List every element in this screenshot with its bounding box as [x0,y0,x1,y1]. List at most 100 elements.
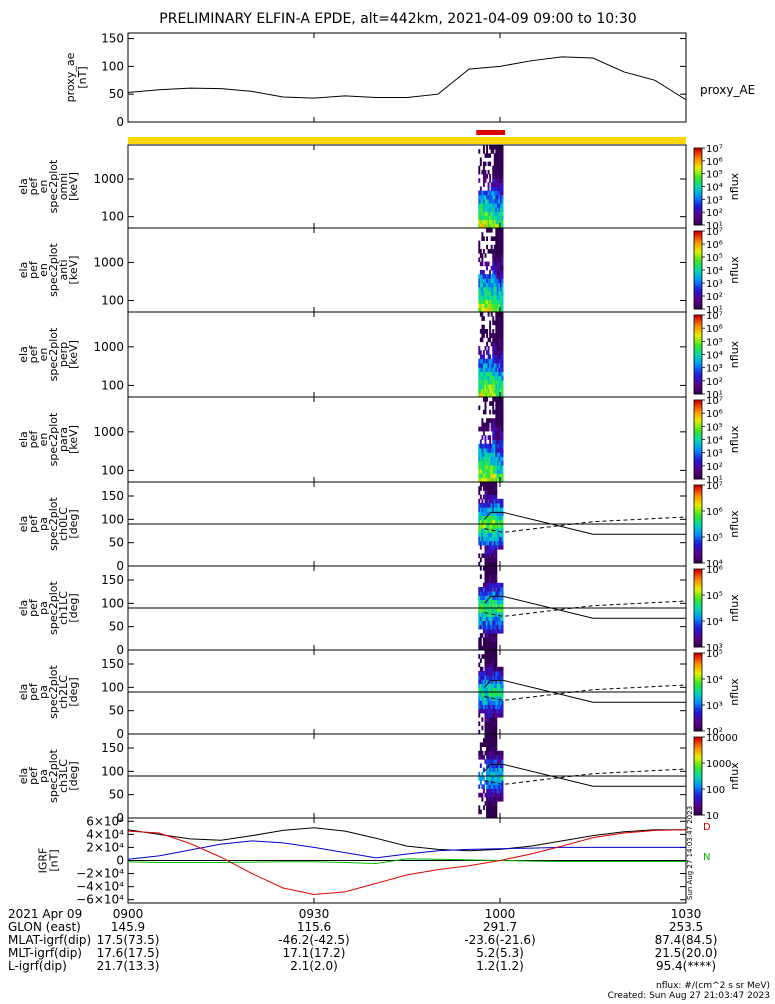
colorbar-swatch [694,690,702,693]
colorbar-swatch [694,347,702,350]
heatmap-cell [478,278,481,283]
colorbar-swatch [694,757,702,760]
heatmap-cell [489,738,492,743]
heatmap-cell [496,388,499,394]
colorbar-swatch [694,542,702,544]
heatmap-cell [495,435,498,440]
heatmap-cell [500,329,502,334]
heatmap-cell [492,603,495,609]
heatmap-cell [493,591,496,596]
heatmap-cell [489,587,492,592]
heatmap-cell [487,511,490,516]
heatmap-cell [479,612,482,617]
heatmap-cell [492,358,495,364]
heatmap-cell [482,145,485,150]
colorbar-swatch [694,694,702,697]
heatmap-cell [484,553,487,558]
heatmap-cell [479,219,482,225]
colorbar-swatch [694,719,702,722]
heatmap-cell [482,452,485,457]
heatmap-cell [501,759,504,764]
colorbar-swatch [694,537,702,539]
colorbar-swatch [694,160,702,163]
heatmap-cell [495,578,498,584]
colorbar-tick-label: 10⁵ [706,591,723,602]
colorbar-swatch [694,685,702,688]
heatmap-cell [490,637,493,642]
heatmap-cell [495,700,498,705]
heatmap-cell [495,350,498,355]
heatmap-cell [495,261,498,267]
heatmap-cell [487,566,490,571]
heatmap-cell [487,371,490,377]
colorbar-swatch [694,414,702,417]
state-bar-fill [128,137,686,144]
heatmap-cell [486,616,488,621]
heatmap-cell [496,392,499,398]
heatmap-cell [495,375,498,381]
colorbar-swatch [694,185,702,187]
colorbar-swatch [694,488,702,491]
heatmap-cell [495,515,498,521]
heatmap-cell [493,704,496,710]
heatmap-cell [478,624,481,630]
colorbar-swatch [694,631,702,634]
colorbar-swatch [694,787,702,790]
y-tick-label: 0 [116,811,124,825]
colorbar-swatch [694,419,702,422]
heatmap-cell [501,174,504,179]
heatmap-cell [486,456,488,462]
heatmap-cell [487,482,490,487]
heatmap-cell [493,486,496,491]
heatmap-cell [479,792,482,798]
colorbar-swatch [694,336,702,338]
heatmap-cell [501,278,504,283]
heatmap-cell [490,545,493,550]
heatmap-cell [479,776,482,781]
y-tick-label: 100 [101,596,124,610]
heatmap-cell [490,755,493,760]
heatmap-cell [496,307,499,313]
colorbar-swatch [694,306,702,309]
heatmap-cell [501,169,504,175]
colorbar-swatch [694,232,702,235]
heatmap-cell [490,312,493,317]
heatmap-cell [498,299,501,304]
x-tick-label: 1030 [671,907,702,921]
heatmap-cell [493,482,496,487]
heatmap-cell [498,392,501,398]
colorbar-swatch [694,796,702,799]
colorbar-swatch [694,359,702,362]
heatmap-cell [496,161,499,167]
ephemeris-row-label: L-igrf(dip) [8,959,67,973]
axis-label-line: IGRF [37,848,50,874]
heatmap-cell [486,490,488,495]
heatmap-cell [484,692,487,697]
heatmap-cell [486,763,488,768]
heatmap-cell [489,561,492,567]
heatmap-cell [496,211,499,216]
heatmap-cell [493,350,496,355]
heatmap-cell [492,274,495,279]
heatmap-cell [501,253,504,258]
y-tick-label: −2×10⁴ [76,867,124,881]
heatmap-cell [481,418,484,423]
heatmap-cell [486,358,488,364]
heatmap-cell [490,490,493,495]
colorbar-frame [693,484,703,564]
colorbar-swatch [694,194,702,196]
colorbar-swatch [694,325,702,328]
heatmap-cell [501,397,504,402]
heatmap-cell [493,545,496,550]
heatmap-cell [498,780,501,785]
heatmap-cell [496,409,499,415]
colorbar-swatch [694,712,702,715]
heatmap-cell [487,570,490,575]
heatmap-cell [498,679,501,684]
heatmap-cell [495,460,498,466]
heatmap-cell [496,265,499,271]
heatmap-cell [481,282,484,288]
heatmap-cell [482,708,485,714]
colorbar-tick-label: 10⁶ [706,240,723,251]
heatmap-cell [498,228,501,233]
